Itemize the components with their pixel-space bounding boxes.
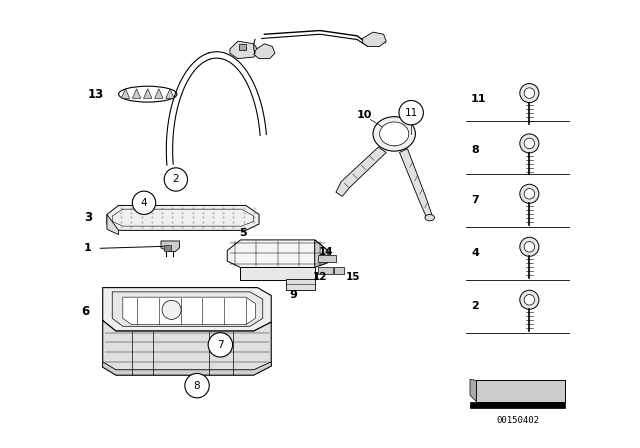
Text: 3: 3 [84, 211, 92, 224]
Polygon shape [285, 279, 315, 290]
Ellipse shape [425, 215, 435, 221]
Text: 9: 9 [289, 290, 297, 300]
Polygon shape [470, 379, 476, 401]
Ellipse shape [118, 86, 177, 102]
Text: 5: 5 [239, 228, 247, 238]
Polygon shape [123, 297, 255, 325]
Text: 13: 13 [88, 88, 104, 101]
Polygon shape [161, 241, 180, 252]
Polygon shape [143, 89, 152, 99]
Polygon shape [102, 362, 271, 375]
Polygon shape [112, 292, 263, 326]
Circle shape [520, 83, 539, 103]
Text: 4: 4 [141, 198, 147, 208]
Polygon shape [102, 288, 271, 331]
Polygon shape [166, 89, 174, 99]
Text: 2: 2 [173, 174, 179, 185]
Polygon shape [107, 215, 118, 235]
Polygon shape [132, 89, 141, 99]
Polygon shape [164, 245, 170, 250]
Text: 15: 15 [346, 272, 360, 282]
Polygon shape [227, 240, 328, 267]
Polygon shape [362, 32, 387, 47]
Polygon shape [399, 149, 433, 219]
Text: 11: 11 [404, 108, 418, 118]
Circle shape [520, 290, 539, 309]
Circle shape [520, 237, 539, 256]
Ellipse shape [380, 122, 409, 146]
Polygon shape [319, 255, 336, 262]
Polygon shape [102, 320, 271, 375]
Text: 11: 11 [471, 95, 486, 104]
Circle shape [185, 374, 209, 398]
Text: 7: 7 [471, 195, 479, 205]
Circle shape [524, 138, 534, 149]
Text: 1: 1 [84, 243, 92, 254]
Circle shape [132, 191, 156, 215]
Text: 12: 12 [313, 272, 328, 282]
Circle shape [399, 100, 423, 125]
Circle shape [208, 333, 232, 357]
Text: 4: 4 [471, 248, 479, 258]
Polygon shape [107, 206, 259, 230]
Polygon shape [121, 89, 130, 99]
Text: 6: 6 [81, 305, 90, 318]
Polygon shape [155, 89, 163, 99]
Circle shape [164, 168, 188, 191]
Polygon shape [319, 267, 333, 274]
Text: 8: 8 [194, 381, 200, 391]
Polygon shape [230, 41, 259, 59]
Polygon shape [241, 267, 315, 280]
Polygon shape [315, 240, 328, 267]
FancyBboxPatch shape [470, 402, 565, 409]
Circle shape [162, 300, 181, 319]
Circle shape [520, 184, 539, 203]
Text: 8: 8 [471, 145, 479, 155]
Polygon shape [334, 267, 344, 274]
Polygon shape [336, 147, 387, 196]
Circle shape [524, 241, 534, 252]
Text: 7: 7 [217, 340, 223, 350]
Ellipse shape [373, 116, 415, 151]
Text: 00150402: 00150402 [496, 416, 539, 425]
FancyBboxPatch shape [476, 380, 565, 401]
Text: 14: 14 [319, 246, 333, 257]
Circle shape [524, 88, 534, 98]
Circle shape [524, 294, 534, 305]
Polygon shape [239, 44, 246, 50]
Polygon shape [253, 44, 275, 59]
Circle shape [524, 189, 534, 199]
Text: 2: 2 [471, 301, 479, 311]
Circle shape [520, 134, 539, 153]
Text: 10: 10 [357, 110, 372, 121]
